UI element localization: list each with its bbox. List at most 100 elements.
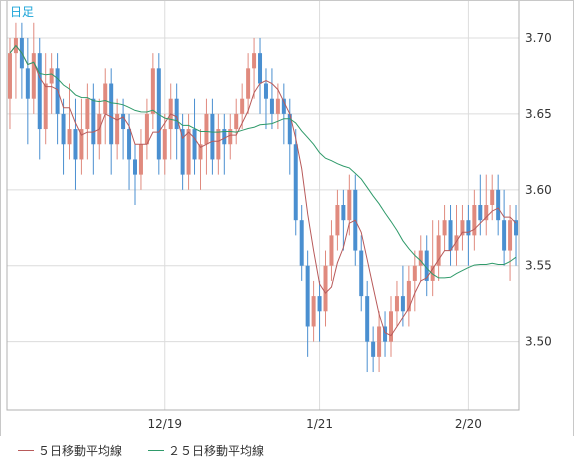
candle-body-up	[115, 113, 120, 145]
candle-body-up	[442, 220, 447, 236]
candle-body-up	[394, 296, 399, 312]
candle-body-up	[490, 189, 495, 205]
candle-body-down	[383, 326, 388, 342]
candle-body-down	[133, 159, 137, 175]
candle-body-up	[508, 220, 513, 251]
y-tick-label: 3.70	[525, 31, 552, 45]
candle-body-up	[275, 98, 280, 114]
candle-body-up	[347, 189, 352, 221]
candle-body-up	[67, 129, 72, 145]
candle-body-up	[186, 129, 191, 175]
candle-body-up	[85, 98, 90, 130]
candle-body-up	[43, 83, 48, 130]
candle-body-up	[228, 129, 233, 145]
chart-legend: ５日移動平均線 ２５日移動平均線	[0, 436, 574, 462]
candle-body-up	[311, 296, 316, 327]
candle-body-down	[365, 296, 370, 342]
candle-body-up	[252, 53, 257, 69]
candle-body-down	[359, 250, 364, 297]
candle-body-down	[210, 113, 215, 160]
candle-body-down	[371, 341, 376, 357]
candle-body-up	[79, 129, 84, 160]
candle-body-down	[121, 113, 126, 130]
candle-body-down	[109, 83, 114, 145]
candle-body-down	[502, 220, 507, 251]
legend-swatch-ma5	[18, 450, 34, 451]
candle-body-down	[341, 205, 346, 221]
candle-body-down	[91, 98, 96, 145]
candle-body-down	[400, 296, 405, 312]
candle-body-up	[49, 68, 54, 84]
candle-body-up	[246, 68, 251, 99]
candle-body-up	[103, 83, 108, 114]
candle-body-down	[478, 205, 483, 221]
candle-body-down	[293, 144, 298, 221]
candle-body-down	[281, 98, 286, 114]
candle-body-up	[31, 53, 36, 99]
candle-body-up	[436, 235, 441, 266]
y-tick-label: 3.60	[525, 183, 552, 197]
x-tick-label: 1/21	[306, 417, 333, 431]
candle-body-up	[329, 235, 334, 266]
candle-body-down	[466, 220, 471, 236]
candle-body-down	[258, 53, 263, 84]
candle-body-up	[389, 311, 393, 342]
candle-body-down	[263, 83, 268, 99]
period-label: 日足	[10, 5, 34, 19]
candle-body-down	[37, 53, 42, 130]
candle-body-down	[156, 68, 161, 160]
candle-body-up	[138, 144, 143, 175]
legend-item-ma5: ５日移動平均線	[18, 442, 122, 459]
candle-body-up	[430, 265, 435, 281]
candle-body-down	[25, 68, 30, 99]
candle-body-up	[198, 144, 203, 160]
candle-body-down	[192, 129, 197, 160]
candle-body-up	[234, 113, 239, 130]
legend-label-ma5: ５日移動平均線	[38, 444, 123, 458]
candle-body-up	[335, 205, 340, 236]
candle-body-up	[454, 235, 459, 251]
candle-body-down	[317, 296, 322, 312]
x-tick-label: 2/20	[455, 417, 482, 431]
candle-body-down	[222, 129, 227, 145]
candle-body-up	[377, 326, 382, 357]
candle-body-up	[150, 68, 155, 114]
candle-body-up	[418, 250, 423, 266]
candle-body-down	[127, 129, 132, 160]
price-chart: 3.70 3.65 3.60 3.55 3.50 12/19 1/21 2/20 日足	[0, 0, 574, 436]
candle-body-up	[162, 129, 167, 160]
y-tick-label: 3.55	[525, 259, 552, 273]
candle-body-down	[496, 189, 501, 221]
candle-body-up	[323, 265, 328, 312]
ma5-line	[9, 44, 517, 337]
candle-body-up	[240, 98, 245, 114]
candle-body-down	[448, 220, 453, 251]
candle-body-up	[406, 280, 411, 312]
candle-body-down	[180, 129, 185, 175]
candle-body-up	[144, 113, 149, 145]
x-tick-label: 12/19	[147, 417, 182, 431]
candle-body-down	[61, 113, 66, 145]
plot-area	[7, 0, 519, 410]
legend-label-ma25: ２５日移動平均線	[168, 444, 265, 458]
legend-item-ma25: ２５日移動平均線	[148, 442, 264, 459]
candle-body-up	[412, 265, 417, 281]
candle-body-down	[287, 113, 292, 145]
candle-body-down	[514, 220, 519, 236]
candle-body-down	[424, 250, 429, 281]
plot-frame	[6, 0, 520, 411]
candle-body-down	[269, 98, 274, 114]
candle-body-up	[472, 205, 477, 236]
candle-body-up	[7, 53, 12, 99]
candle-body-up	[484, 205, 489, 221]
y-tick-label: 3.65	[525, 107, 552, 121]
y-tick-label: 3.50	[525, 335, 552, 349]
candle-body-up	[204, 113, 209, 145]
candle-body-up	[460, 220, 465, 236]
candle-body-down	[174, 98, 179, 130]
candle-body-down	[73, 129, 78, 160]
candle-body-down	[305, 265, 310, 327]
candle-body-up	[216, 129, 221, 160]
legend-swatch-ma25	[148, 450, 164, 451]
ma25-line	[9, 44, 517, 279]
